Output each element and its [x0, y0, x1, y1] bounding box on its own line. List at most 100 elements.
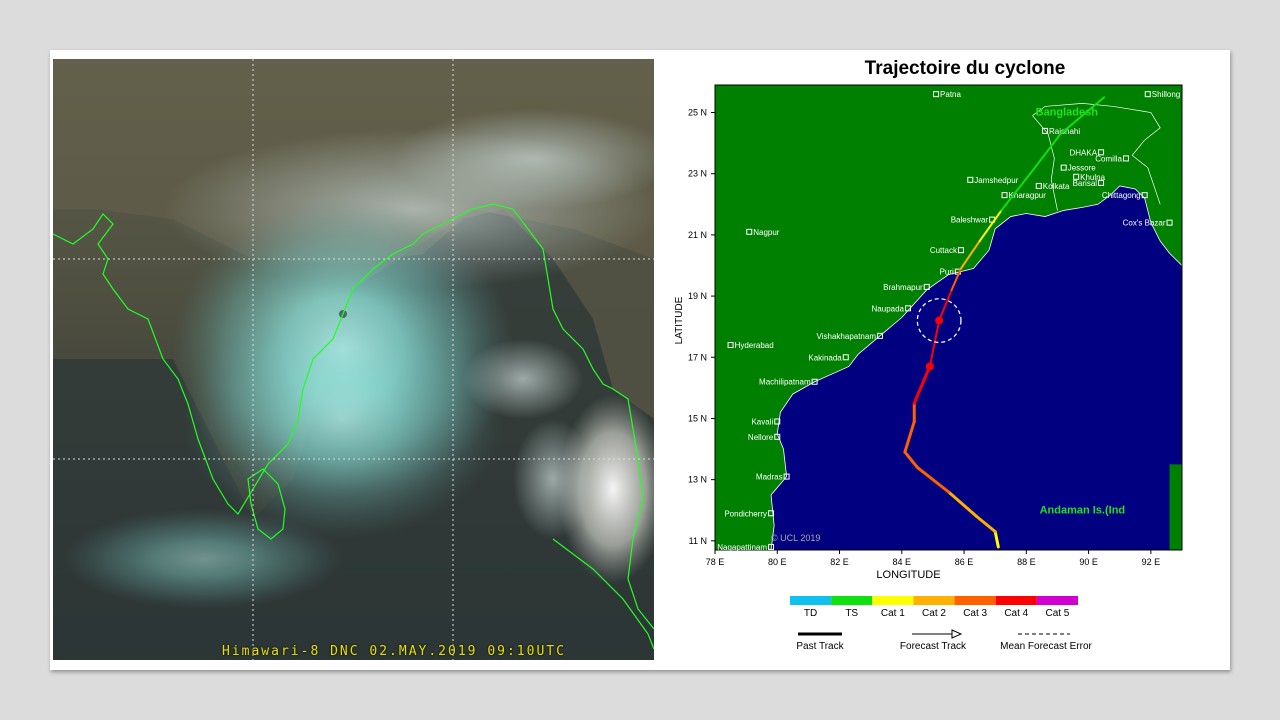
track-segment: [1059, 96, 1106, 135]
legend-swatch-cat-2: [913, 596, 955, 605]
track-segment: [1000, 169, 1034, 212]
city-marker: [1141, 192, 1148, 199]
y-axis-label: LATITUDE: [674, 296, 685, 344]
track-segment: [950, 267, 962, 291]
x-tick-label: 90 E: [1079, 557, 1098, 567]
y-tick-label: 23 N: [688, 169, 707, 179]
x-tick-label: 86 E: [955, 557, 974, 567]
track-segment: [993, 530, 1000, 549]
x-tick-label: 78 E: [706, 557, 725, 567]
city-label: Nellore: [748, 433, 774, 442]
city-marker: [957, 247, 964, 254]
y-tick-label: 13 N: [688, 475, 707, 485]
border-line: [1032, 115, 1058, 211]
city-marker: [1144, 91, 1151, 98]
x-axis-label: LONGITUDE: [876, 569, 940, 581]
city-label: Baleshwar: [951, 216, 989, 225]
city-label: Comilla: [1095, 154, 1122, 163]
city-marker: [768, 510, 775, 517]
chart-title: Trajectoire du cyclone: [864, 58, 1066, 79]
copyright-label: © UCL 2019: [771, 533, 820, 543]
city-label: Brahmapur: [883, 283, 923, 292]
forecast-error-circle: [916, 298, 962, 344]
city-label: Jessore: [1068, 164, 1097, 173]
city-label: Barisal: [1073, 179, 1098, 188]
city-marker: [746, 228, 753, 235]
forecast-track-label: Forecast Track: [900, 641, 967, 652]
track-position-marker: [935, 316, 944, 325]
x-tick-label: 80 E: [768, 557, 787, 567]
legend-swatch-ts: [831, 596, 873, 605]
y-tick-label: 11 N: [689, 536, 707, 546]
city-marker: [842, 354, 849, 361]
city-label: Khulna: [1080, 173, 1105, 182]
y-tick-label: 17 N: [688, 352, 707, 362]
city-label: Puri: [940, 268, 954, 277]
city-label: Hyderabad: [735, 341, 774, 350]
city-marker: [727, 342, 734, 349]
track-segment: [903, 450, 919, 469]
legend-swatch-cat-3: [954, 596, 996, 605]
city-marker: [774, 433, 781, 440]
city-marker: [774, 418, 781, 425]
city-label: Kakinada: [808, 353, 842, 362]
region-label: Bangladesh: [1036, 107, 1099, 119]
city-marker: [1035, 182, 1042, 189]
legend-label: Cat 2: [922, 608, 946, 619]
city-label: Kavali: [751, 418, 773, 427]
track-map: 78 E 80 E 82 E 84 E 86 E 88 E 90 E 92 E 11 N 13 N…: [674, 84, 1183, 581]
legend-label: Cat 1: [881, 608, 905, 619]
city-label: Machilipatnam: [759, 378, 811, 387]
legend-swatch-cat-1: [872, 596, 914, 605]
x-tick-label: 92 E: [1142, 557, 1161, 567]
track-legend: TD TS Cat 1 Cat 2 Cat 3 Cat 4 Cat 5 Past Track F…: [790, 596, 1093, 652]
city-marker: [811, 378, 818, 385]
past-track-label: Past Track: [796, 641, 844, 652]
city-marker: [1098, 149, 1105, 156]
legend-swatch-cat-5: [1036, 596, 1078, 605]
city-marker: [1060, 164, 1067, 171]
satellite-caption: Himawari-8 DNC 02.MAY.2019 09:10UTC: [222, 644, 566, 659]
city-marker: [923, 283, 930, 290]
city-marker: [768, 543, 775, 550]
track-segment: [947, 490, 979, 518]
y-tick-label: 21 N: [688, 230, 707, 240]
track-segment: [915, 465, 950, 494]
track-segment: [938, 288, 953, 322]
plot-frame: [714, 84, 1183, 551]
city-label: Pondicherry: [724, 509, 767, 518]
arrow-icon: [951, 629, 963, 639]
y-tick-label: 15 N: [688, 413, 707, 423]
legend-swatch-cat-4: [995, 596, 1037, 605]
legend-label: Cat 4: [1004, 608, 1028, 619]
city-marker: [905, 305, 912, 312]
city-label: Nagpur: [753, 228, 780, 237]
x-tick-label: 88 E: [1017, 557, 1036, 567]
y-tick-label: 19 N: [688, 291, 707, 301]
city-label: Cuttack: [930, 246, 958, 255]
track-position-marker: [925, 362, 934, 371]
city-marker: [1098, 179, 1105, 186]
city-marker: [1122, 155, 1129, 162]
track-segment: [912, 364, 932, 405]
legend-label: TS: [845, 608, 858, 619]
track-segment: [975, 514, 997, 534]
city-marker: [783, 473, 790, 480]
track-segment: [959, 240, 981, 270]
city-label: Cox's Bazar: [1123, 219, 1166, 228]
legend-label: Cat 3: [963, 608, 987, 619]
city-label: Vishakhapatnam: [817, 332, 877, 341]
city-label: Chittagong: [1102, 191, 1141, 200]
city-marker: [877, 332, 884, 339]
border-line: [1032, 103, 1161, 205]
city-label: Madras: [756, 473, 783, 482]
land-area: [714, 84, 1183, 551]
city-marker: [1073, 173, 1080, 180]
city-marker: [933, 91, 940, 98]
legend-swatch-td: [790, 596, 832, 605]
city-marker: [1042, 127, 1049, 134]
track-segment: [928, 319, 941, 368]
city-label: Nagapattinam: [717, 543, 767, 552]
andaman-land: [1169, 464, 1182, 550]
x-tick-label: 84 E: [893, 557, 912, 567]
